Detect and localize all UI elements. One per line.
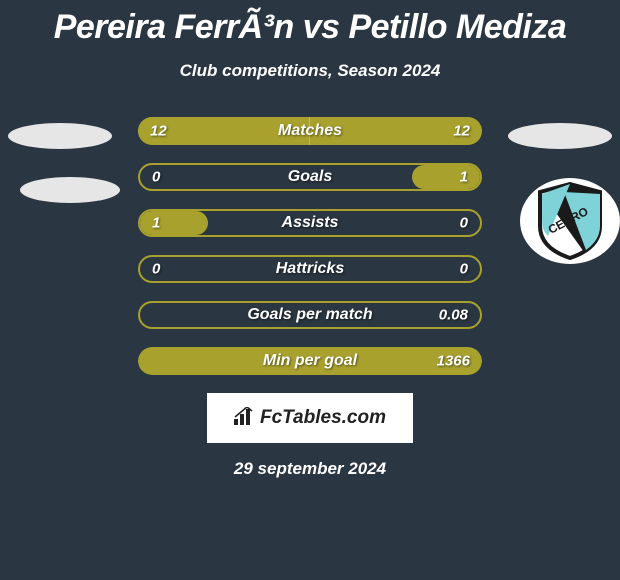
club-right-crest: CERRO: [520, 178, 620, 264]
stat-row: 12 Matches 12: [138, 117, 482, 145]
footer-date: 29 september 2024: [0, 459, 620, 479]
stat-row: Min per goal 1366: [138, 347, 482, 375]
footer-brand-text: FcTables.com: [260, 407, 386, 429]
stat-value-right: 0: [460, 261, 468, 278]
club-left-oval-2: [20, 177, 120, 203]
subtitle: Club competitions, Season 2024: [0, 61, 620, 81]
page-title: Pereira FerrÃ³n vs Petillo Mediza: [0, 8, 620, 47]
stat-value-left: 0: [152, 169, 160, 186]
club-right-oval: [508, 123, 612, 149]
stat-value-right: 0: [460, 215, 468, 232]
stat-value-left: 1: [152, 215, 160, 232]
stat-row: 1 Assists 0: [138, 209, 482, 237]
stat-label: Assists: [282, 214, 339, 232]
club-left-oval-1: [8, 123, 112, 149]
stat-value-left: 0: [152, 261, 160, 278]
stat-label: Goals per match: [247, 306, 372, 324]
stat-row: 0 Hattricks 0: [138, 255, 482, 283]
fctables-icon: [234, 407, 256, 430]
stat-label: Min per goal: [263, 352, 357, 370]
stat-value-right: 12: [453, 123, 470, 140]
stat-value-right: 1: [460, 169, 468, 186]
stat-value-right: 1366: [437, 353, 470, 370]
footer-brand-badge: FcTables.com: [207, 393, 413, 443]
crest-svg: CERRO: [534, 182, 606, 260]
stat-value-right: 0.08: [439, 307, 468, 324]
stat-label: Matches: [278, 122, 342, 140]
stat-value-left: 12: [150, 123, 167, 140]
stats-list: 12 Matches 12 0 Goals 1 1 Assists 0 0 Hattricks 0 Go…: [0, 117, 620, 375]
stat-label: Goals: [288, 168, 332, 186]
stat-row: 0 Goals 1: [138, 163, 482, 191]
stat-row: Goals per match 0.08: [138, 301, 482, 329]
stat-label: Hattricks: [276, 260, 344, 278]
